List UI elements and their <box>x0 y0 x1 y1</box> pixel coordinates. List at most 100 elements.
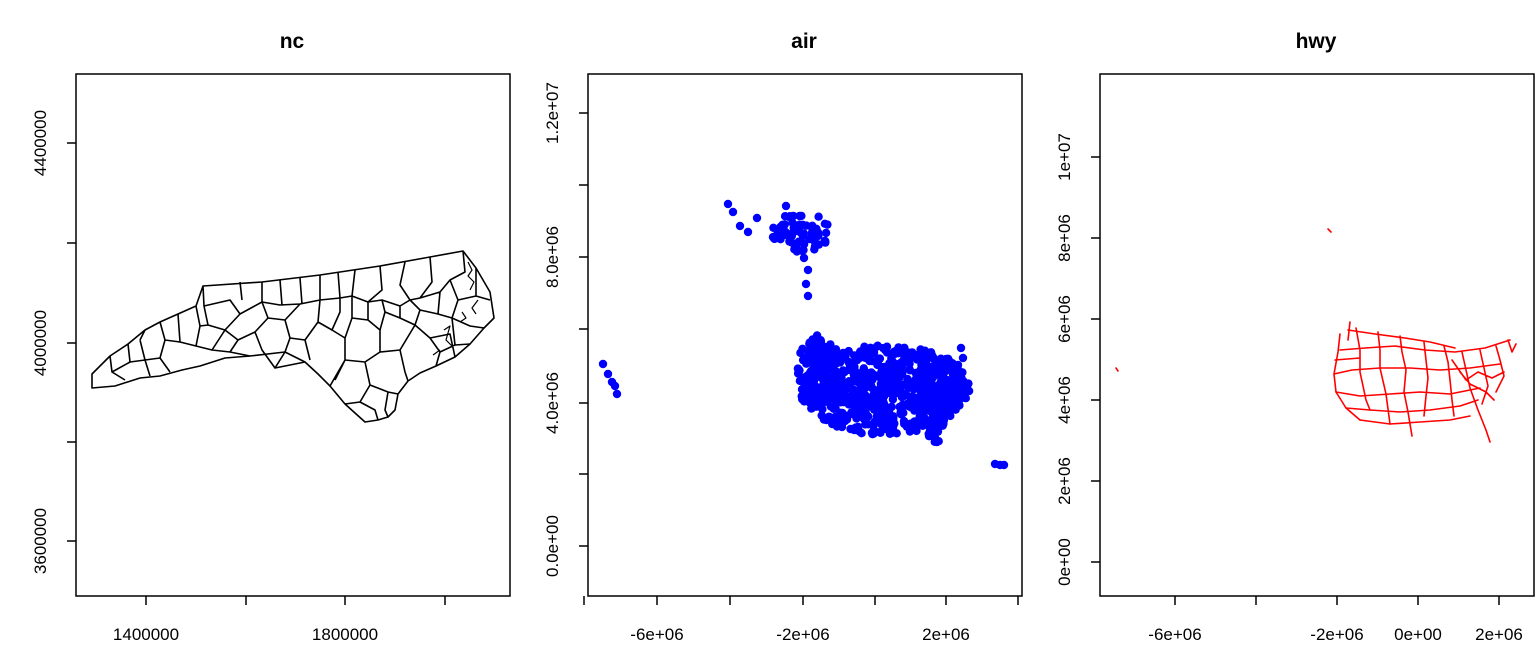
airport-point <box>802 376 811 385</box>
airport-point <box>735 221 745 231</box>
airport-point <box>839 398 848 407</box>
airport-point <box>900 419 909 429</box>
x-tick-label: 0e+00 <box>1394 625 1442 644</box>
airport-point <box>768 232 778 242</box>
panel-air: air -6e+06 -2e+06 2e+06 0.0e+00 4.0e+06 … <box>543 30 1023 644</box>
airport-point <box>861 392 870 401</box>
airport-point <box>728 207 738 217</box>
airport-point <box>935 366 945 376</box>
x-tick-label: 1800000 <box>312 625 378 644</box>
y-axis: 3600000 4000000 4400000 <box>31 110 76 574</box>
airport-point <box>836 408 845 417</box>
y-tick-label: 8.0e+06 <box>543 226 562 288</box>
airport-point <box>843 411 852 420</box>
panel-title: hwy <box>1296 30 1337 53</box>
airport-point <box>829 365 839 375</box>
panel-nc: nc 1400000 1800000 3600000 4000000 44000… <box>31 30 511 644</box>
airport-point <box>860 342 869 351</box>
airports-layer <box>598 199 1009 470</box>
airport-point <box>853 422 863 431</box>
x-tick-label: 2e+06 <box>922 625 970 644</box>
airport-point <box>812 232 821 241</box>
airport-point <box>942 355 951 364</box>
y-tick-label: 0e+00 <box>1055 538 1074 586</box>
airport-point <box>889 347 899 357</box>
nc-counties-layer <box>91 250 495 423</box>
airport-point <box>953 392 962 401</box>
airport-point <box>805 338 814 347</box>
y-tick-label: 4000000 <box>31 310 50 376</box>
airport-point <box>811 335 821 344</box>
airport-point <box>871 389 881 399</box>
airport-point <box>860 353 869 362</box>
airport-point <box>833 354 843 364</box>
airport-point <box>813 372 822 381</box>
airport-point <box>743 227 753 237</box>
airport-point <box>598 359 608 369</box>
airport-point <box>723 199 733 209</box>
x-axis: -6e+06 -2e+06 0e+00 2e+06 <box>1148 596 1523 644</box>
airport-point <box>880 400 889 409</box>
airport-point <box>820 362 830 372</box>
airport-point <box>794 364 803 374</box>
airport-point <box>827 373 836 383</box>
state-outline <box>91 250 495 423</box>
airport-point <box>867 381 876 390</box>
airport-point <box>942 382 951 392</box>
x-axis: -6e+06 -2e+06 2e+06 <box>583 596 1019 644</box>
airport-point <box>851 409 860 418</box>
airport-point <box>797 238 807 247</box>
panel-title: air <box>791 30 817 53</box>
airport-point <box>811 382 821 391</box>
airport-point <box>821 238 830 247</box>
hawaii-segment <box>1327 228 1332 233</box>
airport-point <box>603 369 613 379</box>
airport-point <box>937 376 946 385</box>
airport-point <box>875 354 885 363</box>
airport-point <box>797 385 807 394</box>
airport-point <box>859 414 868 423</box>
airport-point <box>612 389 622 399</box>
airport-point <box>901 348 910 358</box>
airport-point <box>932 391 942 401</box>
x-tick-label: -6e+06 <box>1148 625 1201 644</box>
plot-frame <box>1099 73 1535 597</box>
airport-point <box>953 360 963 370</box>
airport-point <box>867 356 877 366</box>
airport-point <box>846 424 855 434</box>
airport-point <box>880 387 889 396</box>
county-boundaries <box>109 250 491 421</box>
airport-point <box>780 212 790 221</box>
airport-point <box>882 424 891 434</box>
airport-point <box>926 387 935 397</box>
x-tick-label: 1400000 <box>113 625 179 644</box>
airport-point <box>795 376 805 386</box>
y-tick-label: 8e+06 <box>1055 214 1074 262</box>
airport-point <box>799 245 808 255</box>
airport-point <box>769 223 778 232</box>
highways-layer <box>1115 228 1517 443</box>
y-tick-label: 4.0e+06 <box>543 372 562 434</box>
airport-point <box>952 376 961 385</box>
airport-point <box>857 429 866 438</box>
panel-hwy: hwy -6e+06 -2e+06 0e+00 2e+06 0e+00 2e+0… <box>1055 30 1535 644</box>
airport-point <box>958 353 968 363</box>
y-tick-label: 0.0e+00 <box>543 515 562 577</box>
airport-point <box>875 373 884 382</box>
airport-point <box>914 384 923 394</box>
airport-point <box>873 341 882 350</box>
airport-point <box>899 380 909 390</box>
airport-point <box>876 428 885 437</box>
airport-point <box>877 409 886 418</box>
airport-point <box>945 394 955 403</box>
airport-point <box>872 396 882 405</box>
airport-point <box>932 437 942 447</box>
airport-point <box>789 211 798 221</box>
y-axis: 0e+00 2e+06 4e+06 6e+06 8e+06 1e+07 <box>1055 133 1100 586</box>
airport-point <box>851 397 860 407</box>
y-tick-label: 6e+06 <box>1055 295 1074 343</box>
airport-point <box>907 382 916 391</box>
airport-point <box>848 386 857 396</box>
airport-point <box>826 340 835 349</box>
airport-point <box>781 201 791 211</box>
